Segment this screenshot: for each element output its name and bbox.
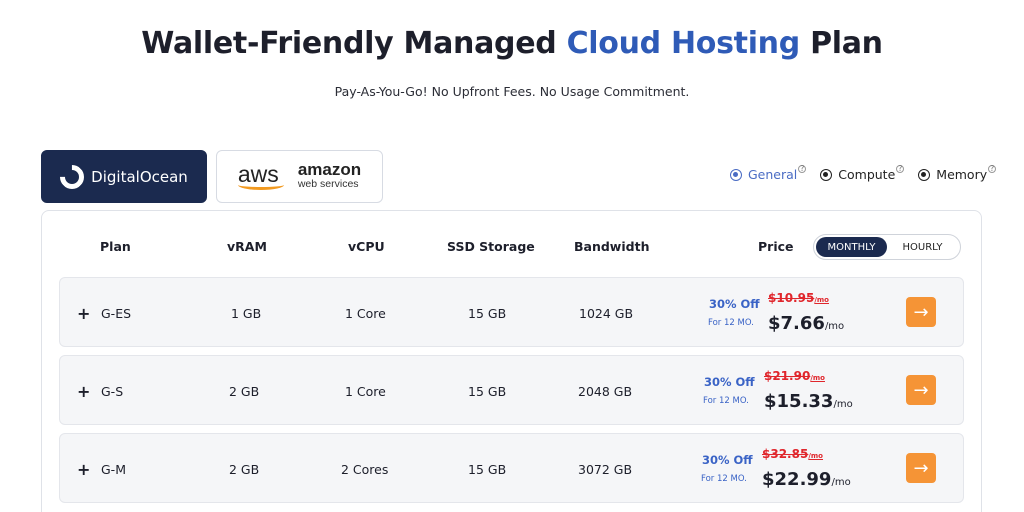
- original-price-unit: /mo: [810, 374, 825, 382]
- bandwidth-value: 2048 GB: [578, 383, 633, 399]
- category-memory-label: Memory: [936, 167, 988, 182]
- web-services-word: web services: [297, 177, 359, 190]
- plan-category-radio-group: General ? Compute ? Memory ?: [730, 163, 997, 182]
- title-text: Wallet-Friendly: [141, 26, 404, 61]
- category-compute-label: Compute: [838, 167, 896, 182]
- current-price-amount: $15.33: [764, 391, 834, 412]
- current-price: $7.66/mo: [768, 313, 844, 334]
- discount-period: For 12 MO.: [701, 474, 747, 484]
- current-price-amount: $22.99: [762, 469, 832, 490]
- amazon-word: amazon: [297, 159, 362, 179]
- table-row[interactable]: + G-ES 1 GB 1 Core 15 GB 1024 GB 30% Off…: [59, 277, 964, 347]
- category-memory[interactable]: Memory ?: [918, 163, 997, 182]
- discount-period: For 12 MO.: [703, 396, 749, 406]
- expand-plus-icon[interactable]: +: [77, 303, 91, 323]
- radio-selected-icon[interactable]: [730, 168, 742, 181]
- original-price-unit: /mo: [808, 452, 823, 460]
- select-plan-arrow-button[interactable]: →: [906, 297, 936, 327]
- plan-name: G-M: [101, 461, 126, 477]
- help-icon[interactable]: ?: [988, 163, 997, 173]
- original-price-amount: $32.85: [762, 447, 809, 461]
- billing-monthly-option[interactable]: MONTHLY: [816, 237, 887, 257]
- category-compute[interactable]: Compute ?: [820, 163, 905, 182]
- aws-smile-icon: [237, 180, 284, 190]
- aws-logo-icon: aws: [237, 162, 284, 190]
- title-accent-text: Cloud Hosting: [566, 26, 801, 61]
- discount-period: For 12 MO.: [708, 318, 754, 328]
- ssd-value: 15 GB: [468, 383, 507, 399]
- help-icon[interactable]: ?: [896, 163, 905, 173]
- vram-value: 2 GB: [229, 461, 260, 477]
- plan-name: G-ES: [101, 305, 132, 321]
- category-general[interactable]: General ?: [730, 163, 807, 182]
- vcpu-value: 1 Core: [345, 305, 386, 321]
- original-price: $21.90/mo: [764, 369, 825, 383]
- billing-hourly-option[interactable]: HOURLY: [902, 241, 943, 253]
- current-price: $22.99/mo: [762, 469, 851, 490]
- tab-digitalocean[interactable]: DigitalOcean: [41, 150, 207, 203]
- plan-name: G-S: [101, 383, 124, 399]
- original-price-amount: $10.95: [768, 291, 815, 305]
- column-header-price: Price: [758, 239, 794, 254]
- bandwidth-value: 3072 GB: [578, 461, 633, 477]
- page-title: Wallet-Friendly Managed Cloud Hosting Pl…: [0, 26, 1024, 61]
- original-price-unit: /mo: [814, 296, 829, 304]
- vram-value: 2 GB: [229, 383, 260, 399]
- bandwidth-value: 1024 GB: [579, 305, 634, 321]
- current-price-unit: /mo: [831, 477, 851, 488]
- vcpu-value: 2 Cores: [341, 461, 389, 477]
- radio-icon[interactable]: [820, 168, 833, 181]
- original-price-amount: $21.90: [764, 369, 811, 383]
- digitalocean-logo-icon: [55, 159, 90, 194]
- column-header-vram: vRAM: [227, 239, 267, 254]
- current-price: $15.33/mo: [764, 391, 853, 412]
- column-header-plan: Plan: [100, 239, 131, 254]
- table-row[interactable]: + G-S 2 GB 1 Core 15 GB 2048 GB 30% Off …: [59, 355, 964, 425]
- vram-value: 1 GB: [231, 305, 262, 321]
- expand-plus-icon[interactable]: +: [77, 459, 91, 479]
- amazon-web-services-label: amazon web services: [297, 159, 362, 191]
- select-plan-arrow-button[interactable]: →: [906, 453, 936, 483]
- billing-period-toggle: MONTHLY HOURLY: [813, 234, 961, 260]
- title-text: Managed: [403, 26, 567, 61]
- column-header-bandwidth: Bandwidth: [574, 239, 650, 254]
- page-subtitle: Pay-As-You-Go! No Upfront Fees. No Usage…: [334, 84, 690, 99]
- expand-plus-icon[interactable]: +: [77, 381, 91, 401]
- help-icon[interactable]: ?: [798, 163, 807, 173]
- original-price: $32.85/mo: [762, 447, 823, 461]
- column-header-ssd-storage: SSD Storage: [447, 239, 535, 254]
- radio-icon[interactable]: [918, 168, 931, 181]
- original-price: $10.95/mo: [768, 291, 829, 305]
- tab-digitalocean-label: DigitalOcean: [91, 167, 188, 186]
- ssd-value: 15 GB: [468, 305, 507, 321]
- discount-badge: 30% Off: [704, 375, 755, 389]
- title-text: Plan: [799, 26, 883, 61]
- current-price-unit: /mo: [833, 399, 853, 410]
- discount-badge: 30% Off: [709, 297, 760, 311]
- tab-aws[interactable]: aws amazon web services: [216, 150, 383, 203]
- column-header-vcpu: vCPU: [348, 239, 385, 254]
- discount-badge: 30% Off: [702, 453, 753, 467]
- category-general-label: General: [748, 167, 798, 182]
- current-price-unit: /mo: [824, 321, 845, 332]
- vcpu-value: 1 Core: [345, 383, 386, 399]
- table-row[interactable]: + G-M 2 GB 2 Cores 15 GB 3072 GB 30% Off…: [59, 433, 964, 503]
- current-price-amount: $7.66: [768, 313, 825, 334]
- select-plan-arrow-button[interactable]: →: [906, 375, 936, 405]
- ssd-value: 15 GB: [468, 461, 507, 477]
